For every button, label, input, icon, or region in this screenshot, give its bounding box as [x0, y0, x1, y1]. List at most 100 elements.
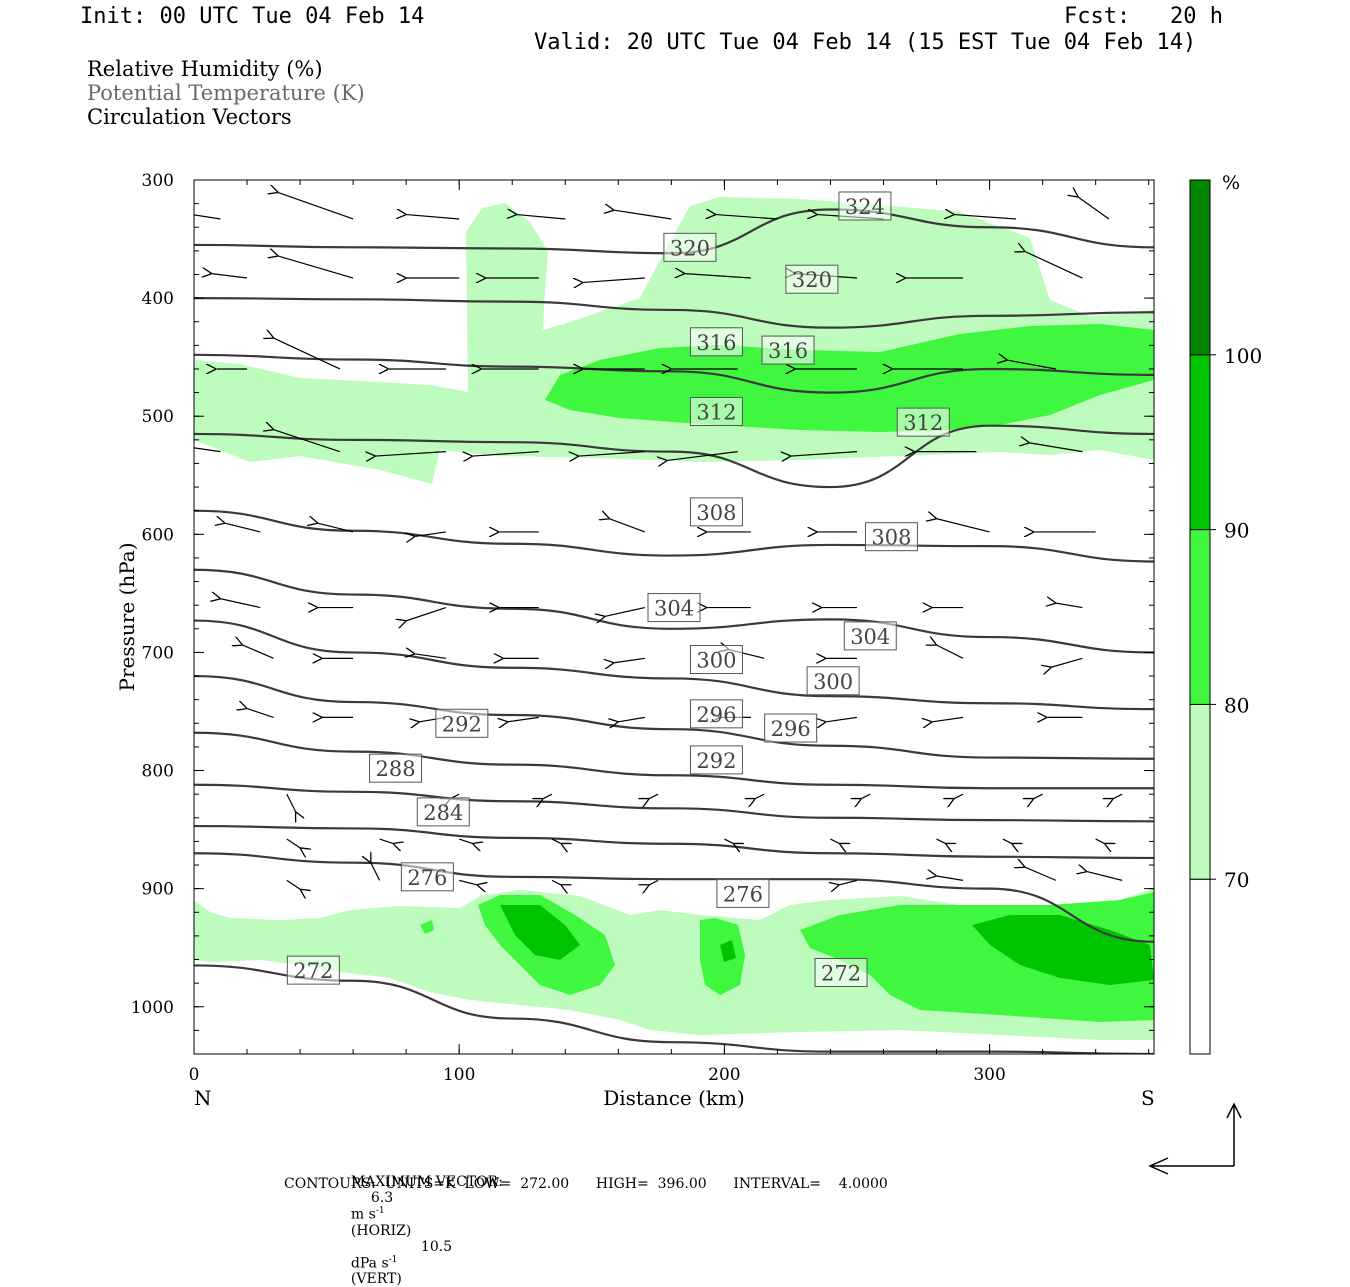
vector-arrow-8-0 [286, 793, 296, 812]
max-vector-vert-suffix: (VERT) [350, 1271, 402, 1287]
north-end-label: N [194, 1086, 212, 1110]
vector-arrow-9-8 [1095, 838, 1105, 843]
theta-contour-312 [194, 424, 1154, 489]
reference-vector-icon [1148, 1102, 1242, 1175]
vector-arrow-8-8 [1113, 793, 1123, 798]
contour-label-300-0: 300 [689, 645, 743, 675]
svg-text:288: 288 [376, 757, 416, 781]
contour-label-292-1: 292 [689, 745, 743, 775]
svg-text:292: 292 [696, 749, 736, 773]
colorbar-segment-1 [1189, 703, 1211, 880]
contour-label-304-0: 304 [647, 593, 701, 623]
theta-contour-304 [194, 568, 1154, 654]
rh-90-lower-band [500, 905, 1154, 985]
x-tick-label-0: 0 [189, 1065, 200, 1085]
vector-arrow-6-7 [937, 645, 964, 659]
vector-arrow-7-4 [618, 716, 645, 721]
vector-arrow-6-0 [243, 645, 274, 659]
vector-arrow-1-4 [583, 277, 645, 282]
theta-contour-308 [194, 509, 1154, 563]
x-axis-ticks: 0 100 200 300 [189, 180, 1150, 1085]
contour-label-308-1: 308 [864, 522, 918, 552]
colorbar-label-100: 100 [1224, 344, 1262, 368]
vector-arrow-3-6 [791, 451, 858, 456]
vector-arrow-8-2 [543, 793, 553, 798]
vector-arrow-9-6 [936, 838, 946, 843]
vector-arrow-10-3 [551, 879, 561, 884]
y-axis-ticks: 300 400 500 600 700 800 900 1000 [131, 171, 1154, 1055]
svg-text:312: 312 [903, 411, 943, 435]
vector-arrow-0-5 [716, 215, 778, 220]
colorbar-label-90: 90 [1224, 519, 1249, 543]
y-axis-label: Pressure (hPa) [115, 543, 139, 692]
svg-text:320: 320 [792, 268, 832, 292]
forecast-hour: Fcst: 20 h [1064, 4, 1223, 29]
svg-text:320: 320 [670, 236, 710, 260]
theta-contour-316 [194, 353, 1154, 394]
vector-arrow-2-1 [274, 338, 341, 370]
vector-arrow-10-4 [649, 879, 659, 884]
colorbar-segment-0 [1189, 878, 1211, 1055]
contour-label-276-1: 276 [716, 878, 770, 908]
vector-arrow-3-0 [194, 447, 221, 453]
vector-arrow-8-5 [861, 793, 871, 798]
vector-arrow-5-8 [1056, 603, 1083, 609]
vector-arrow-10-0 [286, 879, 300, 889]
contour-label-312-0: 312 [689, 396, 743, 426]
theta-contour-284 [194, 824, 1154, 860]
contour-label-312-1: 312 [896, 407, 950, 437]
svg-text:304: 304 [850, 625, 890, 649]
vector-arrow-3-1 [274, 430, 341, 453]
vector-arrow-0-7 [954, 215, 1017, 220]
vector-arrow-2-8 [1007, 360, 1056, 370]
svg-text:272: 272 [293, 959, 333, 983]
contour-label-276-0: 276 [400, 862, 454, 892]
vector-arrow-9-2 [459, 838, 472, 843]
vector-arrow-5-4 [605, 606, 645, 617]
theta-contour-288 [194, 783, 1154, 823]
contour-label-324-0: 324 [838, 191, 892, 221]
colorbar-unit: % [1222, 172, 1240, 194]
rh-colorbar: 70 80 90 100 [1189, 179, 1262, 1055]
circulation-vectors [194, 193, 1123, 890]
svg-text:284: 284 [423, 801, 463, 825]
vector-arrow-10-5 [839, 879, 858, 884]
vector-arrow-9-3 [551, 838, 561, 843]
max-vector-vert-unit: dPa s [350, 1255, 389, 1272]
y-tick-label-800: 800 [142, 762, 174, 782]
vector-arrow-0-1 [278, 193, 354, 220]
vector-arrow-3-4 [579, 451, 645, 456]
vector-arrow-7-6 [826, 716, 858, 721]
init-time: Init: 00 UTC Tue 04 Feb 14 [80, 4, 425, 29]
y-tick-label-500: 500 [142, 407, 174, 427]
contour-label-284-0: 284 [416, 797, 470, 827]
vector-arrow-4-2 [415, 531, 447, 536]
colorbar-segment-3 [1189, 354, 1211, 531]
vector-arrow-5-0 [221, 599, 261, 609]
theta-contour-276 [194, 852, 1154, 943]
max-vector-horiz-unit: m s [350, 1206, 376, 1223]
vector-arrow-3-3 [473, 451, 539, 456]
svg-text:324: 324 [845, 195, 885, 219]
svg-text:304: 304 [654, 597, 694, 621]
x-tick-label-300: 300 [973, 1065, 1005, 1085]
vector-arrow-9-7 [1002, 838, 1012, 843]
colorbar-segment-4 [1189, 179, 1211, 356]
vector-arrow-9-4 [724, 838, 733, 843]
plot-frame [193, 179, 1155, 1055]
vector-arrow-10-8 [1087, 872, 1123, 881]
contour-label-316-1: 316 [761, 335, 815, 365]
vector-arrow-4-4 [610, 519, 646, 533]
svg-text:300: 300 [813, 670, 853, 694]
svg-text:308: 308 [696, 501, 736, 525]
vector-arrow-0-8 [1078, 197, 1110, 220]
svg-text:308: 308 [871, 526, 911, 550]
x-axis-label: Distance (km) [603, 1086, 745, 1110]
vector-arrow-4-0 [225, 523, 261, 533]
vector-arrow-1-5 [685, 274, 751, 279]
vector-arrow-1-1 [278, 256, 354, 279]
vector-arrow-3-5 [667, 451, 738, 461]
vector-arrow-7-0 [247, 709, 274, 718]
contour-label-292-0: 292 [435, 708, 489, 738]
svg-text:300: 300 [696, 649, 736, 673]
